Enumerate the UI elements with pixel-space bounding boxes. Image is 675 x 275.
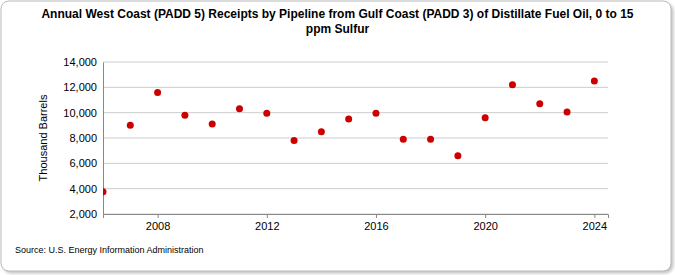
x-tick-mark [158, 214, 159, 218]
point [536, 100, 543, 107]
y-axis-title: Thousand Barrels [37, 94, 49, 181]
point [454, 152, 461, 159]
point [509, 81, 516, 88]
x-tick-mark [594, 214, 595, 218]
grid-line [103, 87, 608, 88]
y-axis: 2,000 4,000 6,000 8,000 10,000 12,000 14,000 [63, 56, 103, 220]
x-tick-mark [485, 214, 486, 218]
x-tick-label: 2020 [473, 220, 497, 232]
grid-line [103, 138, 608, 139]
point [564, 109, 571, 116]
point [236, 105, 243, 112]
x-tick-label: 2016 [364, 220, 388, 232]
point [154, 89, 161, 96]
point [591, 78, 598, 85]
point [482, 114, 489, 121]
grid-line [103, 188, 608, 189]
point [427, 136, 434, 143]
chart: 2,000 4,000 6,000 8,000 10,000 12,000 14,000 20… [0, 0, 675, 275]
point [181, 112, 188, 119]
point [103, 188, 107, 195]
x-tick-label: 2024 [583, 220, 607, 232]
y-tick: 4,000 [69, 183, 103, 195]
y-tick-label: 8,000 [69, 132, 97, 144]
y-tick: 6,000 [69, 157, 103, 169]
y-tick: 2,000 [69, 208, 103, 220]
y-tick: 12,000 [63, 81, 103, 93]
x-axis-line [104, 215, 609, 219]
grid [103, 62, 608, 214]
y-tick-label: 14,000 [63, 56, 97, 68]
x-tick: 2012 [255, 214, 279, 232]
y-tick-label: 6,000 [69, 157, 97, 169]
title-line: ppm Sulfur [306, 22, 370, 36]
x-axis: 2008 2012 2016 2020 2024 [104, 214, 609, 232]
x-tick-mark [267, 214, 268, 218]
x-tick: 2020 [473, 214, 497, 232]
x-tick: 2008 [146, 214, 170, 232]
point [318, 128, 325, 135]
frame [1, 1, 671, 271]
title-line: Annual West Coast (PADD 5) Receipts by P… [41, 7, 633, 21]
grid-line [103, 163, 608, 164]
point [400, 136, 407, 143]
x-tick: 2016 [364, 214, 388, 232]
grid-line [103, 62, 608, 63]
y-tick-label: 4,000 [69, 183, 97, 195]
point [209, 121, 216, 128]
title: Annual West Coast (PADD 5) Receipts by P… [41, 7, 633, 36]
x-tick-label: 2008 [146, 220, 170, 232]
point [345, 116, 352, 123]
y-tick: 14,000 [63, 56, 103, 68]
grid-line [103, 112, 608, 113]
y-tick: 8,000 [69, 132, 103, 144]
y-tick-label: 12,000 [63, 81, 97, 93]
y-tick-label: 10,000 [63, 107, 97, 119]
point [127, 122, 134, 129]
y-tick: 10,000 [63, 107, 103, 119]
x-tick-mark [376, 214, 377, 218]
x-tick-label: 2012 [255, 220, 279, 232]
point [291, 137, 298, 144]
plot: 2,000 4,000 6,000 8,000 10,000 12,000 14,000 20… [63, 56, 608, 232]
y-tick-label: 2,000 [69, 208, 97, 220]
source-note: Source: U.S. Energy Information Administ… [15, 245, 204, 255]
point [263, 110, 270, 117]
x-tick: 2024 [583, 214, 607, 232]
point [372, 110, 379, 117]
points [103, 78, 598, 196]
